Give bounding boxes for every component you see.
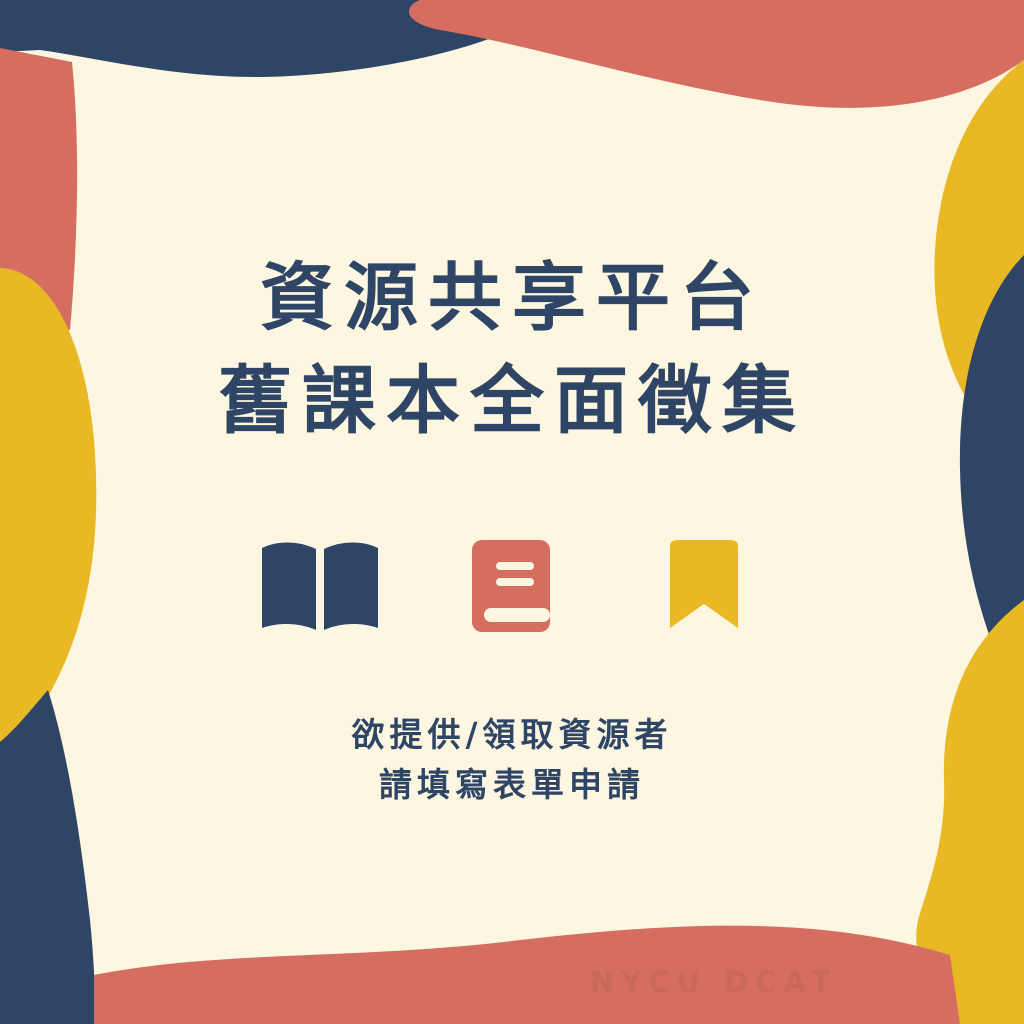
blob-coral-top xyxy=(408,0,1024,108)
blob-mustard-right-lower xyxy=(916,600,1024,1024)
blob-mustard-left xyxy=(0,268,97,742)
subtitle-line-1: 欲提供/領取資源者 xyxy=(351,715,673,754)
blob-navy-left xyxy=(0,690,96,1024)
blob-coral-left xyxy=(0,48,78,330)
subtitle-line-2: 請填寫表單申請 xyxy=(379,765,645,804)
closed-book-icon xyxy=(472,540,550,632)
brand-label: NYCU DCAT xyxy=(590,965,838,999)
title-line-1: 資源共享平台 xyxy=(260,255,764,341)
open-book-icon xyxy=(262,542,378,630)
bookmark-icon xyxy=(670,540,738,628)
blob-coral-bottom xyxy=(94,925,960,1024)
blob-navy-right xyxy=(959,255,1024,715)
title-line-2: 舊課本全面徵集 xyxy=(218,358,806,444)
